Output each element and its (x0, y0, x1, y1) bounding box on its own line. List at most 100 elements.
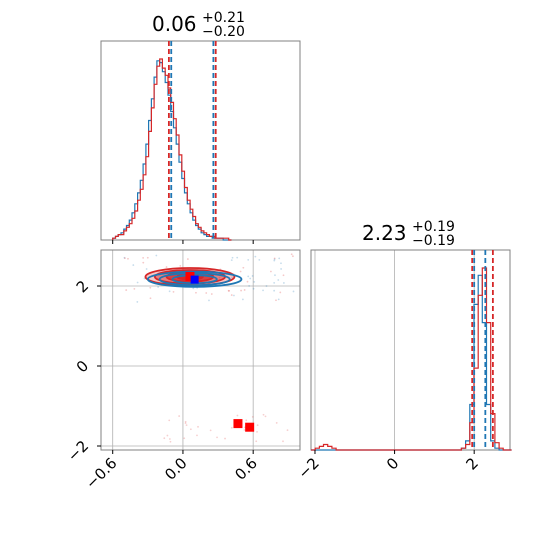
joint-ytick-label: −2 (64, 437, 92, 465)
joint-scatter-point (255, 440, 258, 443)
title-param-1-plus: +0.19 (412, 219, 455, 235)
joint-scatter-point (230, 426, 233, 429)
joint-scatter-point (243, 289, 246, 291)
joint-scatter-point (240, 289, 243, 292)
joint-scatter-point (242, 266, 245, 269)
joint-panel: −0.6 0.0 0.6 −2 0 2 (64, 249, 301, 493)
joint-scatter-point (184, 422, 187, 425)
joint-scatter-point (218, 276, 221, 279)
joint-scatter-point (230, 259, 233, 262)
joint-scatter-point (205, 292, 208, 294)
joint-scatter-point (145, 268, 148, 270)
joint-scatter-point (247, 275, 250, 278)
joint-scatter-point (192, 287, 195, 290)
hist-panel-param-1: −2 0 2 (294, 249, 512, 482)
joint-scatter-point (149, 286, 152, 289)
joint-scatter-point (265, 285, 268, 287)
joint-scatter-point (262, 289, 264, 292)
joint-scatter-point (208, 299, 210, 302)
joint-red-marker (245, 422, 255, 432)
joint-scatter-point (280, 268, 283, 270)
joint-scatter-point (209, 429, 212, 432)
joint-scatter-point (248, 285, 251, 287)
joint-blue-contour (146, 270, 243, 288)
joint-scatter-point (142, 256, 145, 259)
joint-scatter-point (195, 291, 197, 294)
joint-scatter-point (245, 419, 248, 422)
joint-scatter-point (184, 420, 187, 423)
joint-scatter-point (277, 298, 280, 301)
joint-scatter-point (179, 265, 182, 267)
title-param-0-minus: −0.20 (202, 24, 245, 40)
joint-scatter-point (282, 440, 284, 443)
title-param-1-minus: −0.19 (412, 233, 455, 249)
joint-scatter-point (275, 299, 277, 302)
joint-scatter-point (136, 301, 139, 303)
joint-scatter-point (124, 257, 126, 260)
joint-scatter-point (282, 274, 285, 277)
joint-blue-contour (158, 272, 231, 287)
hist1-blue-series (311, 274, 512, 451)
joint-scatter-point (262, 413, 265, 416)
joint-scatter-point (224, 437, 226, 440)
joint-scatter-point (168, 290, 171, 293)
hist1-xtick-label: 2 (463, 454, 482, 473)
joint-scatter-point (168, 419, 171, 422)
joint-scatter-point (183, 437, 186, 440)
joint-scatter-point (165, 266, 168, 268)
joint-scatter-point (172, 290, 175, 293)
joint-scatter-point (178, 415, 181, 417)
joint-scatter-point (230, 294, 233, 296)
joint-scatter-point (149, 297, 152, 300)
joint-scatter-point (247, 258, 250, 261)
title-param-0-plus: +0.21 (202, 10, 245, 26)
joint-scatter-point (290, 253, 293, 256)
joint-scatter-point (277, 279, 280, 281)
joint-scatter-point (155, 254, 158, 257)
joint-ytick-label: 0 (73, 357, 92, 376)
hist-panel-param-0 (100, 40, 301, 244)
joint-scatter-point (233, 294, 235, 297)
joint-scatter-point (254, 255, 257, 258)
joint-scatter-point (275, 422, 278, 424)
joint-scatter-point (216, 436, 218, 439)
joint-scatter-point (236, 414, 239, 417)
joint-scatter-point (251, 275, 254, 277)
joint-scatter-point (133, 287, 136, 290)
joint-scatter-point (273, 289, 276, 292)
joint-scatter-point (282, 282, 285, 284)
joint-scatter-point (197, 425, 199, 428)
hist1-red-series (311, 267, 512, 451)
joint-scatter-point (280, 262, 282, 265)
joint-scatter-point (241, 298, 244, 301)
joint-scatter-point (274, 274, 276, 277)
joint-scatter-point (273, 281, 276, 284)
joint-ytick-label: 2 (73, 277, 92, 296)
joint-scatter-point (279, 291, 282, 294)
joint-scatter-point (186, 258, 189, 260)
joint-scatter-point (136, 281, 139, 284)
joint-frame (100, 249, 301, 451)
joint-scatter-point (127, 257, 129, 260)
joint-scatter-point (228, 289, 231, 292)
joint-xtick-label: −0.6 (82, 454, 120, 492)
joint-scatter-point (169, 440, 172, 443)
joint-scatter-point (243, 429, 246, 431)
hist0-frame (100, 40, 301, 241)
joint-scatter-point (278, 257, 281, 260)
joint-scatter-point (168, 438, 171, 440)
joint-xtick-label: 0.0 (161, 454, 191, 484)
joint-red-marker (233, 419, 243, 429)
joint-scatter-point (273, 257, 276, 260)
joint-scatter-point (292, 255, 294, 258)
joint-scatter-point (269, 270, 272, 273)
title-param-1-value: 2.23 (362, 221, 407, 245)
joint-scatter-point (196, 434, 198, 437)
joint-scatter-point (239, 270, 242, 273)
joint-scatter-point (142, 261, 145, 264)
joint-red-marker (185, 271, 195, 281)
joint-scatter-point (273, 259, 276, 262)
joint-scatter-point (251, 415, 254, 418)
joint-scatter-point (256, 424, 259, 427)
